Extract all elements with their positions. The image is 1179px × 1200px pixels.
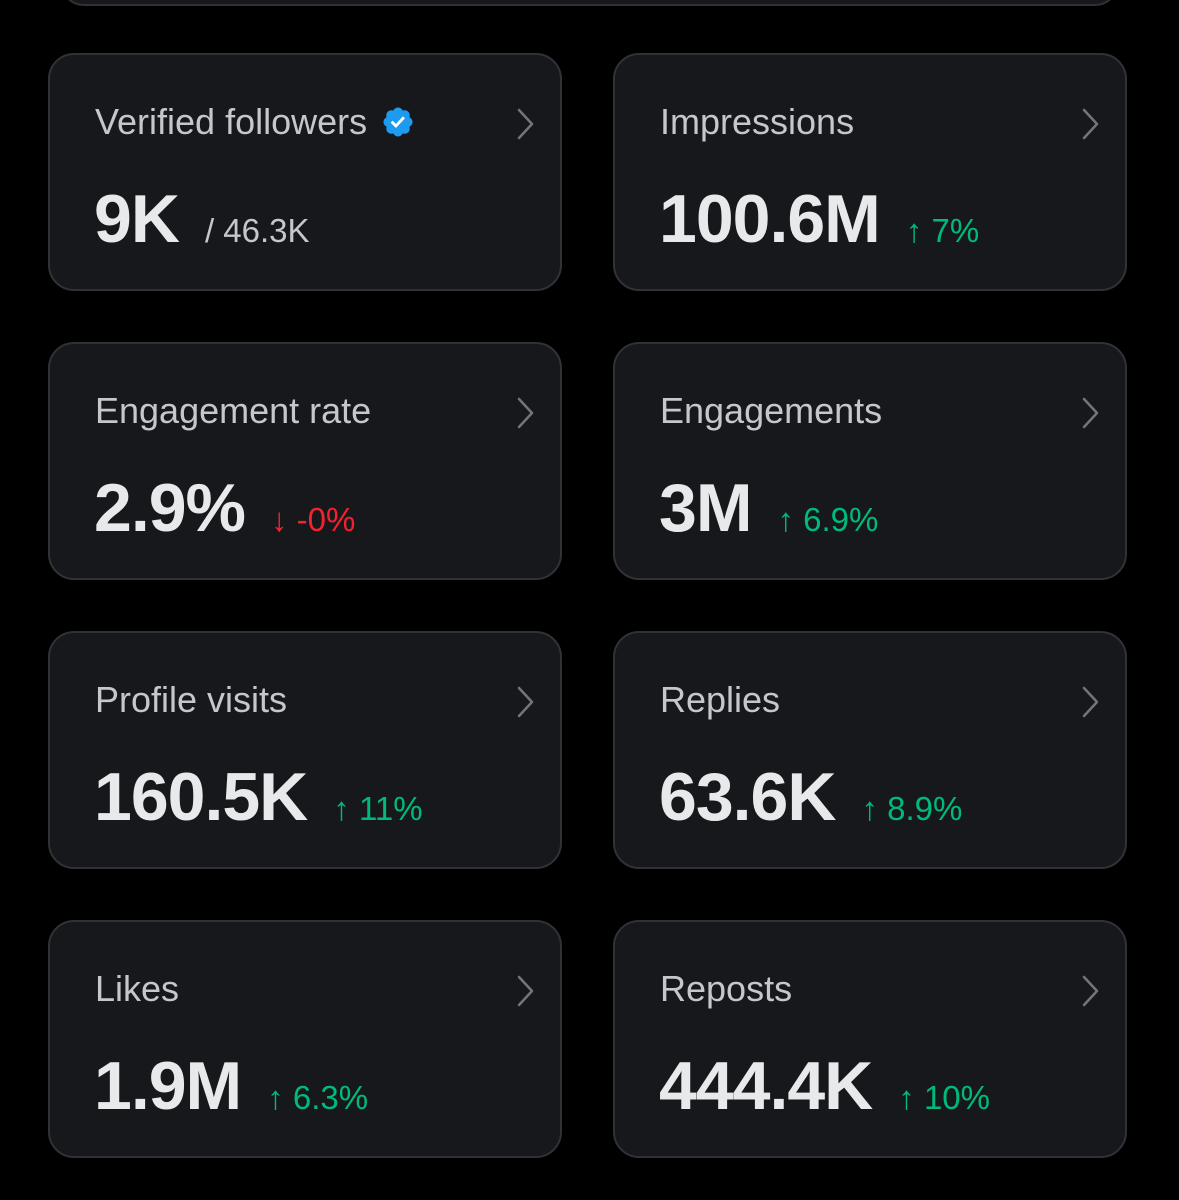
metric-label: Likes bbox=[95, 968, 179, 1010]
metric-row: 160.5K ↑ 11% bbox=[94, 757, 423, 837]
metric-change: ↑ 7% bbox=[905, 212, 980, 249]
metric-value: 2.9% bbox=[94, 470, 246, 546]
previous-card bbox=[60, 0, 1119, 6]
chevron-icon bbox=[1082, 108, 1099, 140]
metric-value: 444.4K bbox=[659, 1048, 873, 1124]
chevron-icon bbox=[517, 108, 534, 140]
metric-change: ↑ 11% bbox=[333, 790, 423, 827]
metric-label-text: Replies bbox=[660, 679, 781, 720]
metric-card[interactable]: Impressions 100.6M ↑ 7% bbox=[613, 53, 1127, 291]
metric-label-text: Reposts bbox=[660, 968, 793, 1009]
metric-card[interactable]: Likes 1.9M ↑ 6.3% bbox=[48, 920, 562, 1158]
metric-card[interactable]: Engagements 3M ↑ 6.9% bbox=[613, 342, 1127, 580]
metric-change: ↑ 6.3% bbox=[267, 1079, 369, 1116]
metric-label: Engagements bbox=[660, 390, 882, 432]
metric-row: 100.6M ↑ 7% bbox=[659, 179, 979, 259]
chevron-icon bbox=[517, 975, 534, 1007]
metric-label-text: Impressions bbox=[660, 101, 855, 142]
metric-card[interactable]: Reposts 444.4K ↑ 10% bbox=[613, 920, 1127, 1158]
chevron-icon bbox=[1082, 397, 1099, 429]
chevron-icon bbox=[517, 686, 534, 718]
metric-row: 1.9M ↑ 6.3% bbox=[94, 1046, 368, 1126]
metric-change: ↑ 10% bbox=[898, 1079, 990, 1116]
metric-change: ↑ 8.9% bbox=[861, 790, 963, 827]
metric-card[interactable]: Engagement rate 2.9% ↓ -0% bbox=[48, 342, 562, 580]
metric-label: Verified followers bbox=[95, 101, 415, 143]
metric-label-text: Engagement rate bbox=[95, 390, 372, 431]
metric-row: 3M ↑ 6.9% bbox=[659, 468, 878, 548]
metric-change: ↑ 6.9% bbox=[777, 501, 879, 538]
metric-label-text: Verified followers bbox=[95, 101, 368, 142]
metric-card[interactable]: Profile visits 160.5K ↑ 11% bbox=[48, 631, 562, 869]
metric-label-text: Profile visits bbox=[95, 679, 288, 720]
metric-total: / 46.3K bbox=[204, 212, 310, 249]
metric-label: Impressions bbox=[660, 101, 854, 143]
chevron-icon bbox=[1082, 975, 1099, 1007]
metric-label-text: Likes bbox=[95, 968, 180, 1009]
metric-row: 444.4K ↑ 10% bbox=[659, 1046, 990, 1126]
metric-row: 2.9% ↓ -0% bbox=[94, 468, 355, 548]
metric-value: 9K bbox=[94, 181, 180, 257]
metric-value: 1.9M bbox=[94, 1048, 242, 1124]
metric-card[interactable]: Replies 63.6K ↑ 8.9% bbox=[613, 631, 1127, 869]
metric-value: 100.6M bbox=[659, 181, 881, 257]
metric-value: 63.6K bbox=[659, 759, 836, 835]
metric-label-text: Engagements bbox=[660, 390, 883, 431]
metric-value: 3M bbox=[659, 470, 752, 546]
metric-value: 160.5K bbox=[94, 759, 308, 835]
metric-label: Profile visits bbox=[95, 679, 287, 721]
metric-row: 9K / 46.3K bbox=[94, 179, 310, 259]
metric-label: Engagement rate bbox=[95, 390, 371, 432]
metric-row: 63.6K ↑ 8.9% bbox=[659, 757, 962, 837]
metric-label: Reposts bbox=[660, 968, 792, 1010]
chevron-icon bbox=[517, 397, 534, 429]
metric-card[interactable]: Verified followers 9K / 46.3K bbox=[48, 53, 562, 291]
metric-change: ↓ -0% bbox=[271, 501, 356, 538]
metric-label: Replies bbox=[660, 679, 780, 721]
verified-badge bbox=[383, 107, 413, 137]
chevron-icon bbox=[1082, 686, 1099, 718]
